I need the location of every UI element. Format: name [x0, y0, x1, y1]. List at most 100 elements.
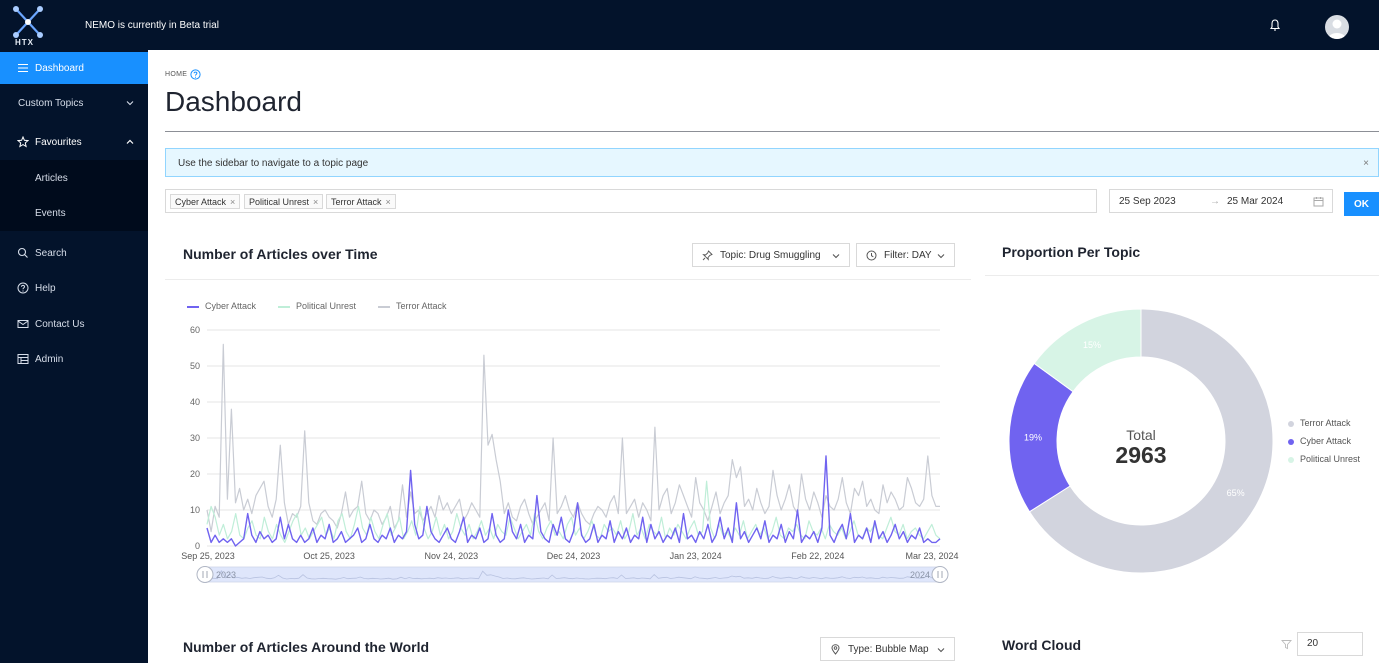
- series-line-cyber-attack[interactable]: [206, 455, 941, 547]
- x-tick-label: Feb 22, 2024: [791, 551, 844, 561]
- filter-select-value: Filter: DAY: [884, 250, 932, 261]
- tag-terror-attack: Terror Attack ×: [326, 194, 396, 209]
- donut-slice-terror-attack[interactable]: [1028, 308, 1274, 574]
- x-tick-label: Oct 25, 2023: [303, 551, 355, 561]
- sidebar-item-articles[interactable]: Articles: [0, 160, 148, 196]
- help-circle-icon[interactable]: [190, 69, 201, 80]
- avatar-icon[interactable]: [1325, 15, 1349, 39]
- ok-button[interactable]: OK: [1344, 192, 1379, 216]
- time-range-slider[interactable]: 2023 2024: [196, 566, 949, 583]
- legend-label: Cyber Attack: [205, 301, 257, 311]
- series-line-political-unrest[interactable]: [206, 480, 941, 544]
- chevron-down-icon: [832, 254, 840, 259]
- topic-tag-select[interactable]: Cyber Attack × Political Unrest × Terror A…: [165, 189, 1097, 213]
- sidebar-item-contact-us[interactable]: Contact Us: [0, 308, 148, 340]
- x-tick-label: Jan 23, 2024: [670, 551, 722, 561]
- topic-select[interactable]: Topic: Drug Smuggling: [692, 243, 850, 267]
- chart-series: [206, 343, 941, 547]
- filter-select[interactable]: Filter: DAY: [856, 243, 955, 267]
- proportion-title: Proportion Per Topic: [1002, 244, 1141, 260]
- bell-icon[interactable]: [1268, 18, 1282, 32]
- x-tick-label: Mar 23, 2024: [905, 551, 958, 561]
- htx-logo[interactable]: [10, 5, 46, 47]
- donut-value-label: 15%: [1083, 340, 1101, 350]
- donut-slice-political-unrest[interactable]: [1033, 308, 1142, 393]
- pie-legend-political-unrest[interactable]: Political Unrest: [1288, 454, 1360, 464]
- chevron-down-icon: [937, 648, 945, 653]
- sidebar-item-help[interactable]: Help: [0, 272, 148, 304]
- date-start-input[interactable]: 25 Sep 2023: [1119, 196, 1176, 207]
- tag-label: Cyber Attack: [175, 197, 227, 207]
- legend-swatch: [378, 305, 390, 308]
- admin-icon: [17, 354, 29, 364]
- legend-swatch: [187, 305, 199, 308]
- date-end-input[interactable]: 25 Mar 2024: [1227, 196, 1284, 207]
- articles-over-time-title: Number of Articles over Time: [183, 246, 378, 262]
- sidebar: Dashboard Custom Topics Favourites Artic…: [0, 50, 148, 663]
- breadcrumb[interactable]: HOME: [165, 71, 188, 78]
- sidebar-item-label: Search: [35, 247, 67, 259]
- slider-handle-start[interactable]: [196, 566, 214, 583]
- legend-dot: [1288, 456, 1294, 463]
- beta-notice: NEMO is currently in Beta trial: [85, 20, 219, 31]
- sidebar-item-label: Articles: [35, 172, 68, 184]
- x-tick-label: Dec 24, 2023: [547, 551, 601, 561]
- y-axis-ticks: 0 10 20 30 40 50 60: [190, 325, 200, 551]
- tag-remove-icon[interactable]: ×: [230, 197, 236, 207]
- page-title: Dashboard: [165, 86, 302, 117]
- y-tick-label: 10: [190, 505, 200, 515]
- legend-swatch: [278, 305, 290, 308]
- pie-legend-terror-attack[interactable]: Terror Attack: [1288, 418, 1351, 428]
- legend-item-cyber-attack[interactable]: Cyber Attack: [187, 301, 256, 311]
- legend-dot: [1288, 438, 1294, 445]
- card-divider: [985, 275, 1379, 276]
- legend-item-political-unrest[interactable]: Political Unrest: [278, 301, 356, 311]
- help-icon: [17, 282, 29, 294]
- pin-icon: [702, 250, 713, 261]
- sidebar-item-label: Help: [35, 282, 56, 294]
- sidebar-item-label: Events: [35, 208, 66, 219]
- y-tick-label: 20: [190, 469, 200, 479]
- word-cloud-title: Word Cloud: [1002, 637, 1082, 653]
- sidebar-item-label: Contact Us: [35, 318, 85, 330]
- x-tick-label: Sep 25, 2023: [181, 551, 235, 561]
- pie-legend-cyber-attack[interactable]: Cyber Attack: [1288, 436, 1351, 446]
- legend-label: Political Unrest: [296, 301, 357, 311]
- legend-label: Cyber Attack: [1300, 436, 1352, 446]
- sidebar-item-search[interactable]: Search: [0, 237, 148, 269]
- map-type-value: Type: Bubble Map: [848, 644, 929, 655]
- legend-label: Political Unrest: [1300, 454, 1361, 464]
- tag-remove-icon[interactable]: ×: [385, 197, 391, 207]
- arrow-right-icon: →: [1210, 196, 1220, 207]
- sidebar-item-favourites[interactable]: Favourites: [0, 126, 148, 158]
- mail-icon: [17, 320, 29, 328]
- x-axis-ticks: Sep 25, 2023 Oct 25, 2023 Nov 24, 2023 Dec …: [181, 551, 958, 561]
- tag-label: Terror Attack: [331, 197, 382, 207]
- series-line-terror-attack[interactable]: [206, 343, 940, 533]
- sidebar-item-custom-topics[interactable]: Custom Topics: [0, 87, 148, 119]
- alert-text: Use the sidebar to navigate to a topic p…: [178, 158, 369, 169]
- date-range-picker[interactable]: 25 Sep 2023 → 25 Mar 2024: [1109, 189, 1333, 213]
- close-icon[interactable]: ×: [1363, 158, 1369, 169]
- legend-item-terror-attack[interactable]: Terror Attack: [378, 301, 447, 311]
- filter-icon: [1281, 640, 1292, 650]
- map-type-select[interactable]: Type: Bubble Map: [820, 637, 955, 661]
- sidebar-item-admin[interactable]: Admin: [0, 343, 148, 375]
- slider-preview-line: [204, 569, 940, 580]
- menu-icon: [18, 63, 28, 73]
- sidebar-item-dashboard[interactable]: Dashboard: [0, 52, 148, 84]
- y-tick-label: 40: [190, 397, 200, 407]
- y-tick-label: 60: [190, 325, 200, 335]
- sidebar-item-events[interactable]: Events: [0, 196, 148, 231]
- tag-remove-icon[interactable]: ×: [313, 197, 319, 207]
- title-divider: [165, 131, 1379, 132]
- logo-text: HTX: [15, 38, 34, 47]
- topic-select-value: Topic: Drug Smuggling: [720, 250, 821, 261]
- donut-value-label: 65%: [1227, 488, 1245, 498]
- search-icon: [17, 247, 28, 258]
- info-alert: Use the sidebar to navigate to a topic p…: [165, 148, 1379, 177]
- word-count-input[interactable]: 20: [1297, 632, 1363, 656]
- slider-handle-end[interactable]: [931, 566, 949, 583]
